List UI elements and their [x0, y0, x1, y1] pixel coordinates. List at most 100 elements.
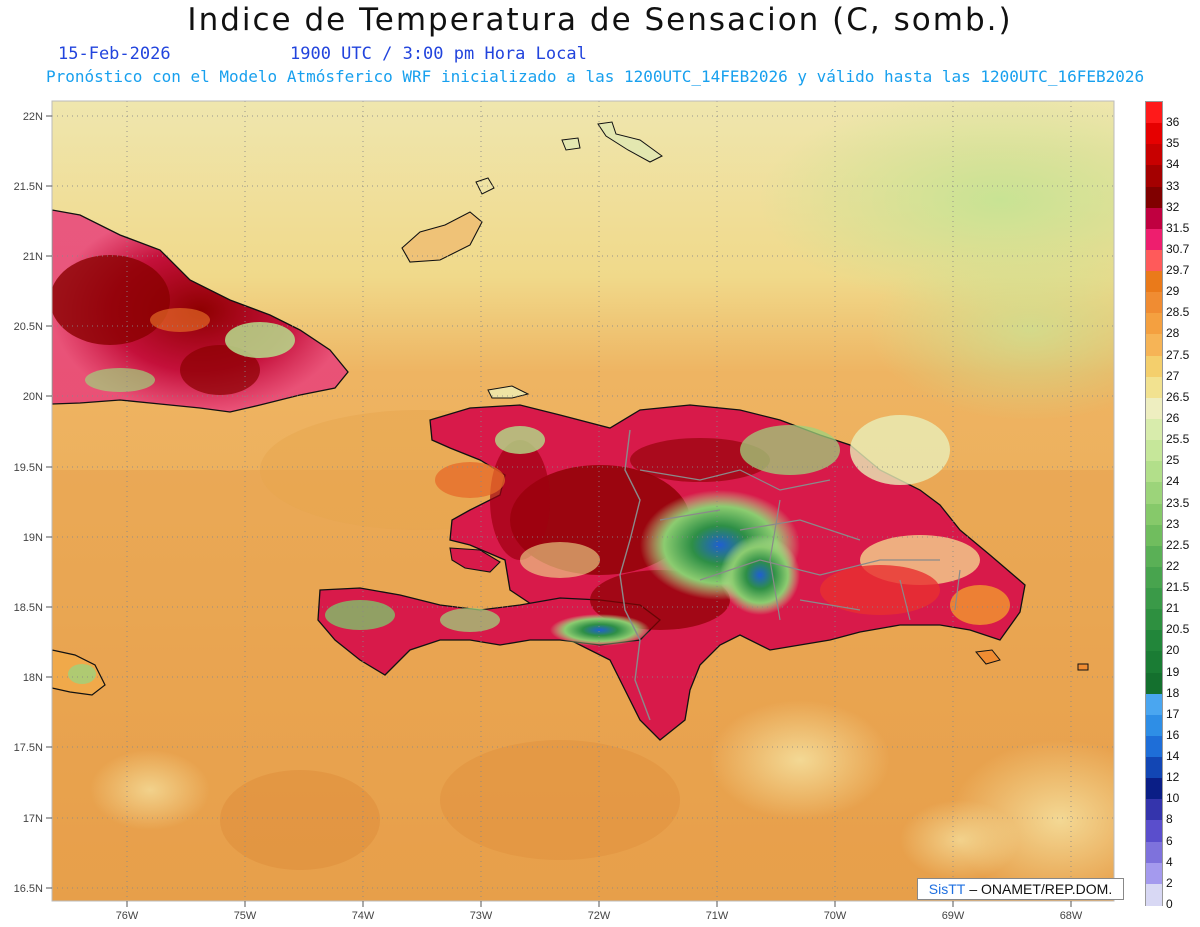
- lon-labels: 76W 75W 74W 73W 72W 71W 70W 69W 68W: [116, 910, 1083, 922]
- lat-label: 17.5N: [14, 742, 43, 754]
- legend-swatch: [1146, 778, 1162, 800]
- credit-text: – ONAMET/REP.DOM.: [969, 881, 1113, 897]
- lon-label: 71W: [706, 910, 729, 922]
- legend-label: 12: [1166, 770, 1180, 785]
- lon-label: 70W: [824, 910, 847, 922]
- lat-label: 17N: [23, 813, 43, 825]
- legend-swatch: [1146, 440, 1162, 462]
- credit-box: SisTT – ONAMET/REP.DOM.: [917, 878, 1124, 900]
- legend-swatch: [1146, 588, 1162, 610]
- legend-swatch: [1146, 693, 1162, 716]
- legend-swatch: [1146, 397, 1162, 420]
- legend-swatch: [1146, 524, 1162, 547]
- lon-label: 75W: [234, 910, 257, 922]
- legend-swatch: [1146, 144, 1162, 166]
- sisttt-logo: SisTT: [928, 881, 966, 897]
- legend-swatch: [1146, 228, 1162, 251]
- lat-label: 20N: [23, 391, 43, 403]
- color-legend: [1145, 101, 1163, 906]
- legend-label: 16: [1166, 727, 1180, 742]
- legend-swatch: [1146, 545, 1162, 568]
- legend-swatch: [1146, 123, 1162, 145]
- legend-swatch: [1146, 883, 1162, 906]
- lat-label: 22N: [23, 111, 43, 123]
- lat-label: 20.5N: [14, 321, 43, 333]
- legend-label: 31.5: [1166, 220, 1190, 235]
- legend-swatch: [1146, 334, 1162, 357]
- legend-label: 10: [1166, 791, 1180, 806]
- legend-swatch: [1146, 482, 1162, 505]
- lat-label: 18.5N: [14, 602, 43, 614]
- legend-swatch: [1146, 714, 1162, 737]
- legend-swatch: [1146, 841, 1162, 864]
- lon-label: 74W: [352, 910, 375, 922]
- graticule: [52, 101, 1114, 901]
- lon-label: 76W: [116, 910, 139, 922]
- lon-label: 72W: [588, 910, 611, 922]
- legend-label: 22.5: [1166, 537, 1190, 552]
- legend-swatch: [1146, 376, 1162, 399]
- lon-label: 69W: [942, 910, 965, 922]
- legend-swatch: [1146, 799, 1162, 822]
- legend-swatch: [1146, 418, 1162, 441]
- legend-swatch: [1146, 292, 1162, 314]
- legend-label: 36: [1166, 115, 1180, 130]
- legend-label: 34: [1166, 157, 1180, 172]
- lat-label: 19.5N: [14, 462, 43, 474]
- legend-swatch: [1146, 355, 1162, 378]
- legend-label: 33: [1166, 178, 1180, 193]
- legend-swatch: [1146, 102, 1162, 124]
- lat-label: 21N: [23, 251, 43, 263]
- lat-label: 21.5N: [14, 181, 43, 193]
- legend-label: 0: [1166, 897, 1173, 911]
- legend-label: 2: [1166, 875, 1173, 890]
- legend-label: 35: [1166, 136, 1180, 151]
- lon-label: 73W: [470, 910, 493, 922]
- legend-label: 28.5: [1166, 305, 1190, 320]
- map-title: Indice de Temperatura de Sensacion (C, s…: [187, 2, 1013, 38]
- legend-swatch: [1146, 820, 1162, 843]
- legend-label: 8: [1166, 812, 1173, 827]
- legend-swatch: [1146, 271, 1162, 293]
- legend-swatch: [1146, 249, 1162, 272]
- legend-label: 27.5: [1166, 347, 1190, 362]
- lat-label: 19N: [23, 532, 43, 544]
- legend-swatch: [1146, 186, 1162, 209]
- forecast-date: 15-Feb-2026: [58, 44, 171, 64]
- legend-label: 25.5: [1166, 432, 1190, 447]
- ocean-field: [52, 101, 1114, 901]
- legend-swatch: [1146, 165, 1162, 188]
- lat-label: 18N: [23, 672, 43, 684]
- legend-swatch: [1146, 461, 1162, 483]
- legend-label: 21.5: [1166, 580, 1190, 595]
- legend-label: 19: [1166, 664, 1180, 679]
- legend-label: 18: [1166, 685, 1180, 700]
- legend-swatch: [1146, 207, 1162, 230]
- legend-label: 26: [1166, 410, 1180, 425]
- legend-label: 32: [1166, 199, 1180, 214]
- land-cuba: [52, 209, 349, 413]
- legend-swatch: [1146, 672, 1162, 695]
- model-description: Pronóstico con el Modelo Atmósferico WRF…: [46, 67, 1145, 86]
- legend-label: 25: [1166, 453, 1180, 468]
- legend-swatch: [1146, 630, 1162, 652]
- legend-label: 21: [1166, 601, 1180, 616]
- legend-label: 23.5: [1166, 495, 1190, 510]
- legend-label: 23: [1166, 516, 1180, 531]
- legend-swatch: [1146, 735, 1162, 758]
- legend-swatch: [1146, 609, 1162, 631]
- land-hispaniola: [317, 404, 1026, 741]
- legend-label: 26.5: [1166, 389, 1190, 404]
- legend-label: 22: [1166, 558, 1180, 573]
- legend-label: 28: [1166, 326, 1180, 341]
- legend-label: 20: [1166, 643, 1180, 658]
- legend-label: 29.7: [1166, 263, 1190, 278]
- legend-swatch: [1146, 757, 1162, 779]
- legend-swatch: [1146, 651, 1162, 674]
- legend-label: 30.7: [1166, 241, 1190, 256]
- legend-label: 27: [1166, 368, 1180, 383]
- legend-swatch: [1146, 862, 1162, 885]
- legend-label: 14: [1166, 749, 1180, 764]
- map-frame: [51, 100, 1115, 902]
